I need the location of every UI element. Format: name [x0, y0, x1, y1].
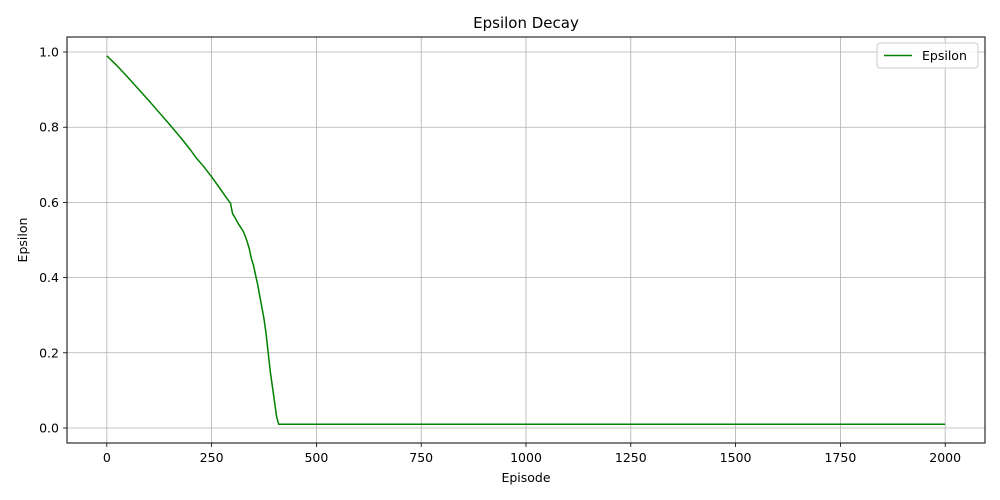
series-line-epsilon: [106, 55, 946, 425]
x-tick-label: 1250: [615, 450, 647, 465]
x-tick-label: 750: [409, 450, 433, 465]
legend-label-epsilon: Epsilon: [922, 48, 967, 63]
legend: Epsilon: [876, 42, 979, 69]
x-tick-label: 2000: [929, 450, 961, 465]
x-tick-label: 0: [103, 450, 111, 465]
x-tick-label: 1000: [510, 450, 542, 465]
y-tick-label: 0.4: [39, 270, 59, 285]
y-tick-label: 1.0: [39, 45, 59, 60]
x-tick-label: 500: [304, 450, 328, 465]
axis-ticks: 0 250 500 750 1000 1250 1500 1750 2000 0.0 0.2 0.4 0…: [39, 45, 961, 465]
plot-lines: [106, 55, 946, 425]
y-tick-label: 0.8: [39, 120, 59, 135]
y-tick-label: 0.0: [39, 420, 59, 435]
x-axis-title: Episode: [501, 470, 550, 485]
y-tick-label: 0.6: [39, 195, 59, 210]
grid: [67, 37, 985, 443]
y-tick-label: 0.2: [39, 345, 59, 360]
legend-box: [876, 42, 979, 69]
x-tick-label: 250: [200, 450, 224, 465]
chart-title: Epsilon Decay: [473, 14, 579, 32]
x-tick-label: 1500: [720, 450, 752, 465]
y-axis-title: Epsilon: [15, 218, 30, 263]
x-tick-label: 1750: [824, 450, 856, 465]
